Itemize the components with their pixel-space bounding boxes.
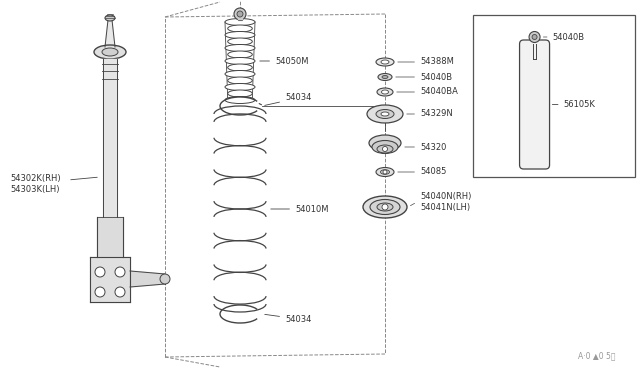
Ellipse shape <box>225 96 255 103</box>
Polygon shape <box>238 14 242 20</box>
Polygon shape <box>130 271 165 287</box>
Ellipse shape <box>381 90 388 94</box>
Text: A·0 ▲0 5？: A·0 ▲0 5？ <box>577 351 615 360</box>
Ellipse shape <box>376 58 394 66</box>
Text: 54040B: 54040B <box>396 73 452 81</box>
Ellipse shape <box>228 64 252 71</box>
Text: 54040BA: 54040BA <box>397 87 458 96</box>
Circle shape <box>95 287 105 297</box>
Ellipse shape <box>225 32 255 38</box>
Circle shape <box>234 8 246 20</box>
Ellipse shape <box>228 38 252 45</box>
Polygon shape <box>105 20 115 47</box>
Ellipse shape <box>372 141 398 154</box>
Text: 54388M: 54388M <box>398 58 454 67</box>
Circle shape <box>115 287 125 297</box>
Ellipse shape <box>376 109 394 119</box>
Ellipse shape <box>367 105 403 123</box>
Ellipse shape <box>225 45 255 51</box>
Ellipse shape <box>228 25 252 32</box>
Ellipse shape <box>377 203 393 211</box>
Text: 54302K(RH)
54303K(LH): 54302K(RH) 54303K(LH) <box>10 174 61 194</box>
Ellipse shape <box>377 145 393 153</box>
Text: 54320: 54320 <box>404 142 446 151</box>
Ellipse shape <box>228 51 252 58</box>
Ellipse shape <box>381 112 389 116</box>
Text: 54040B: 54040B <box>543 32 585 42</box>
Text: 54034: 54034 <box>265 314 312 324</box>
Text: 54010M: 54010M <box>271 205 328 214</box>
Text: 56105K: 56105K <box>552 100 595 109</box>
Text: 54050M: 54050M <box>260 57 308 65</box>
Circle shape <box>115 267 125 277</box>
Text: 54329N: 54329N <box>407 109 452 119</box>
FancyBboxPatch shape <box>473 15 635 177</box>
Ellipse shape <box>377 88 393 96</box>
Circle shape <box>529 32 540 42</box>
Ellipse shape <box>376 167 394 176</box>
FancyBboxPatch shape <box>520 40 550 169</box>
Ellipse shape <box>225 58 255 64</box>
Ellipse shape <box>102 48 118 56</box>
Ellipse shape <box>105 15 115 21</box>
Circle shape <box>95 267 105 277</box>
Ellipse shape <box>369 135 401 151</box>
Ellipse shape <box>381 60 389 64</box>
Ellipse shape <box>363 196 407 218</box>
Ellipse shape <box>225 19 255 26</box>
Circle shape <box>383 147 387 151</box>
Circle shape <box>237 11 243 17</box>
Ellipse shape <box>228 77 252 84</box>
Polygon shape <box>97 217 123 257</box>
Circle shape <box>160 274 170 284</box>
Ellipse shape <box>381 170 390 174</box>
Ellipse shape <box>225 83 255 90</box>
Ellipse shape <box>225 71 255 77</box>
Ellipse shape <box>378 74 392 80</box>
Ellipse shape <box>370 199 400 215</box>
Polygon shape <box>90 257 130 302</box>
Ellipse shape <box>228 90 252 97</box>
Ellipse shape <box>94 45 126 59</box>
Circle shape <box>383 170 387 174</box>
Text: 54040N(RH)
54041N(LH): 54040N(RH) 54041N(LH) <box>420 192 472 212</box>
Text: 54085: 54085 <box>398 167 446 176</box>
Circle shape <box>382 204 388 210</box>
Polygon shape <box>103 59 117 217</box>
Text: 54034: 54034 <box>265 93 312 105</box>
Ellipse shape <box>382 76 388 78</box>
Circle shape <box>532 35 537 39</box>
